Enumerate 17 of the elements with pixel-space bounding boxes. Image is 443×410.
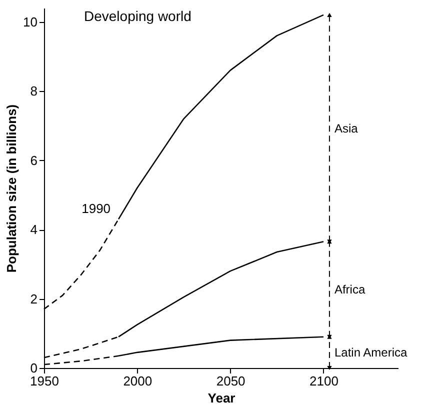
- annotation: Latin America: [334, 345, 408, 360]
- annotation: Africa: [334, 282, 366, 296]
- y-tick-label: 10: [23, 14, 38, 30]
- y-tick-label: 2: [30, 291, 38, 306]
- y-axis-title: Population size (in billions): [4, 104, 20, 273]
- x-tick-label: 2050: [216, 374, 246, 388]
- annotation: 1990: [82, 201, 111, 216]
- x-axis-title: Year: [208, 390, 236, 406]
- x-tick-label: 2000: [123, 374, 152, 388]
- x-tick-label: 1950: [30, 374, 59, 388]
- y-tick-label: 0: [30, 360, 38, 376]
- annotation: Asia: [334, 121, 358, 136]
- y-tick-label: 6: [30, 152, 38, 168]
- y-tick-label: 4: [30, 222, 38, 238]
- chart-title: Developing world: [84, 8, 192, 24]
- x-tick-label: 2100: [310, 374, 338, 388]
- y-tick-label: 8: [30, 84, 38, 99]
